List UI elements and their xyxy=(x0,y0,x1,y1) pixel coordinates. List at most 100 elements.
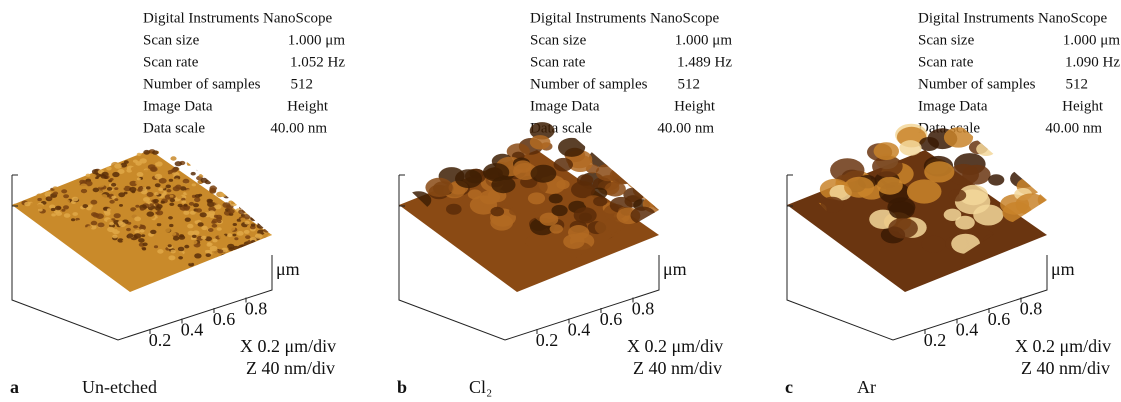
grain xyxy=(216,263,222,267)
grain xyxy=(242,205,247,209)
grain xyxy=(107,227,115,232)
grain xyxy=(36,204,43,209)
grain xyxy=(319,260,326,265)
grain xyxy=(192,215,200,220)
grain xyxy=(245,254,250,257)
info-label: Image Data xyxy=(530,98,600,114)
grain xyxy=(301,206,309,211)
grain xyxy=(307,268,312,272)
grain xyxy=(264,202,269,206)
grain xyxy=(388,229,396,234)
grain xyxy=(325,261,332,266)
grain xyxy=(318,230,326,236)
grain xyxy=(261,250,266,254)
grain xyxy=(314,213,319,217)
info-label: Data scale xyxy=(143,120,205,136)
grain xyxy=(333,214,338,217)
grain xyxy=(252,251,260,256)
grain xyxy=(318,260,323,264)
grain xyxy=(170,156,176,160)
grain xyxy=(81,189,87,193)
x-scale: X 0.2 μm/div xyxy=(627,336,723,356)
grain xyxy=(137,178,141,181)
grain xyxy=(178,247,185,252)
grain xyxy=(120,176,126,180)
grain xyxy=(288,207,294,211)
grain xyxy=(277,253,284,258)
grain xyxy=(215,170,223,175)
grain xyxy=(22,207,29,212)
grain xyxy=(134,233,142,238)
grain xyxy=(219,256,224,259)
grain xyxy=(119,204,123,207)
grain xyxy=(266,202,270,205)
grain xyxy=(141,234,145,237)
grain xyxy=(281,245,286,248)
grain xyxy=(178,256,183,259)
grain xyxy=(269,225,277,230)
grain xyxy=(265,265,271,270)
grain xyxy=(344,232,350,236)
grain xyxy=(944,209,962,221)
grain xyxy=(135,205,139,208)
grain xyxy=(247,195,253,199)
grain xyxy=(280,254,285,258)
grain xyxy=(284,207,289,210)
grain xyxy=(246,274,250,277)
grain xyxy=(109,200,114,204)
grain xyxy=(37,198,42,201)
grain xyxy=(187,224,193,229)
grain xyxy=(251,240,256,243)
grain xyxy=(341,216,346,219)
grain xyxy=(242,203,248,207)
grain xyxy=(645,163,666,177)
grain xyxy=(267,241,275,246)
grain xyxy=(274,282,280,286)
grain xyxy=(151,157,159,162)
grain xyxy=(284,282,290,286)
grain xyxy=(142,248,146,251)
grain xyxy=(370,232,378,237)
grain xyxy=(196,167,202,171)
grain xyxy=(319,215,326,220)
grain xyxy=(349,246,356,251)
grain xyxy=(1025,160,1045,174)
grain xyxy=(138,238,145,243)
axis-unit: μm xyxy=(1051,259,1075,279)
grain xyxy=(370,241,376,245)
grain xyxy=(707,197,722,207)
grain xyxy=(227,233,232,237)
grain xyxy=(147,211,155,216)
grain xyxy=(310,252,315,255)
grain xyxy=(284,220,290,224)
grain xyxy=(362,250,370,255)
grain xyxy=(319,249,325,253)
grain xyxy=(249,283,254,287)
grain xyxy=(299,252,306,257)
grain xyxy=(280,250,287,255)
grain xyxy=(294,204,300,208)
grain xyxy=(61,209,65,212)
grain xyxy=(348,234,353,237)
grain xyxy=(219,234,226,239)
grain xyxy=(247,273,253,277)
grain xyxy=(72,212,78,216)
grain xyxy=(261,211,268,216)
grain xyxy=(246,248,250,251)
grain xyxy=(277,209,285,214)
panel: Digital Instruments NanoScopeScan size1.… xyxy=(785,10,1121,397)
grain xyxy=(259,267,264,270)
grain xyxy=(662,200,679,212)
grain xyxy=(134,210,139,214)
grain xyxy=(138,186,143,190)
axis-unit: μm xyxy=(663,259,687,279)
grain xyxy=(258,267,265,272)
grain xyxy=(490,215,513,231)
z-scale: Z 40 nm/div xyxy=(246,358,335,378)
grain xyxy=(651,188,666,199)
grain xyxy=(393,235,399,239)
grain xyxy=(254,216,260,220)
grain xyxy=(274,214,278,217)
panel-letter: b xyxy=(397,377,407,397)
grain xyxy=(182,225,188,229)
